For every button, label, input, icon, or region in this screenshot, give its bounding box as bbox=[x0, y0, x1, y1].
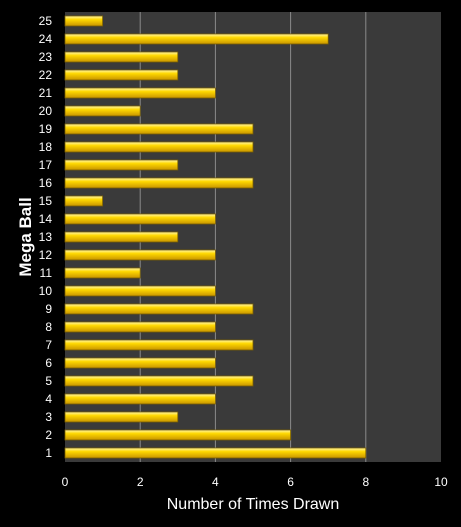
bar-mega-ball-17 bbox=[64, 159, 179, 171]
x-tick-label-6: 6 bbox=[287, 475, 294, 489]
y-tick-label-14: 14 bbox=[39, 212, 53, 226]
bar-mega-ball-20 bbox=[64, 105, 141, 117]
bar-mega-ball-9 bbox=[64, 303, 254, 315]
bar-mega-ball-11 bbox=[64, 267, 141, 279]
y-tick-label-12: 12 bbox=[39, 248, 53, 262]
bar-mega-ball-7 bbox=[64, 339, 254, 351]
gridlines bbox=[139, 12, 367, 462]
x-tick-label-2: 2 bbox=[137, 475, 144, 489]
bar-mega-ball-16 bbox=[64, 177, 254, 189]
y-tick-label-9: 9 bbox=[45, 302, 52, 316]
bar-mega-ball-10 bbox=[64, 285, 216, 297]
bar-mega-ball-21 bbox=[64, 87, 216, 99]
y-tick-label-6: 6 bbox=[45, 356, 52, 370]
y-tick-label-23: 23 bbox=[39, 50, 53, 64]
x-axis-title: Number of Times Drawn bbox=[167, 496, 340, 513]
y-tick-label-20: 20 bbox=[39, 104, 53, 118]
bar-mega-ball-8 bbox=[64, 321, 216, 333]
x-tick-labels: 0 2 4 6 8 10 bbox=[62, 475, 448, 489]
bar-mega-ball-22 bbox=[64, 69, 179, 81]
bar-mega-ball-5 bbox=[64, 375, 254, 387]
bar-mega-ball-4 bbox=[64, 393, 216, 405]
y-tick-label-4: 4 bbox=[45, 392, 52, 406]
y-tick-labels: 1234567891011121314151617181920212223242… bbox=[39, 14, 53, 460]
bar-mega-ball-15 bbox=[64, 195, 103, 207]
x-tick-label-4: 4 bbox=[212, 475, 219, 489]
y-tick-label-11: 11 bbox=[40, 266, 53, 280]
bar-mega-ball-19 bbox=[64, 123, 254, 135]
x-tick-label-10: 10 bbox=[434, 475, 448, 489]
y-tick-label-22: 22 bbox=[39, 68, 53, 82]
bar-mega-ball-23 bbox=[64, 51, 179, 63]
bar-mega-ball-6 bbox=[64, 357, 216, 369]
bar-mega-ball-3 bbox=[64, 411, 179, 423]
x-tick-label-0: 0 bbox=[62, 475, 69, 489]
y-tick-label-2: 2 bbox=[45, 428, 52, 442]
bar-mega-ball-18 bbox=[64, 141, 254, 153]
bar-mega-ball-25 bbox=[64, 15, 103, 27]
y-tick-label-15: 15 bbox=[39, 194, 53, 208]
bar-mega-ball-1 bbox=[64, 447, 367, 459]
y-tick-label-24: 24 bbox=[39, 32, 53, 46]
y-tick-label-8: 8 bbox=[45, 320, 52, 334]
y-tick-label-5: 5 bbox=[45, 374, 52, 388]
y-tick-label-17: 17 bbox=[39, 158, 53, 172]
y-tick-label-3: 3 bbox=[45, 410, 52, 424]
bar-mega-ball-12 bbox=[64, 249, 216, 261]
y-tick-label-13: 13 bbox=[39, 230, 53, 244]
y-tick-label-18: 18 bbox=[39, 140, 53, 154]
y-tick-label-7: 7 bbox=[45, 338, 52, 352]
bar-mega-ball-24 bbox=[64, 33, 329, 45]
y-tick-label-19: 19 bbox=[39, 122, 53, 136]
y-tick-label-25: 25 bbox=[39, 14, 53, 28]
x-tick-label-8: 8 bbox=[362, 475, 369, 489]
bar-mega-ball-2 bbox=[64, 429, 292, 441]
y-tick-label-16: 16 bbox=[39, 176, 53, 190]
y-tick-label-21: 21 bbox=[39, 86, 53, 100]
bar-mega-ball-14 bbox=[64, 213, 216, 225]
y-axis-title: Mega Ball bbox=[16, 197, 35, 276]
y-tick-label-10: 10 bbox=[39, 284, 53, 298]
bars-group bbox=[64, 15, 367, 459]
bar-mega-ball-13 bbox=[64, 231, 179, 243]
y-tick-label-1: 1 bbox=[45, 446, 52, 460]
